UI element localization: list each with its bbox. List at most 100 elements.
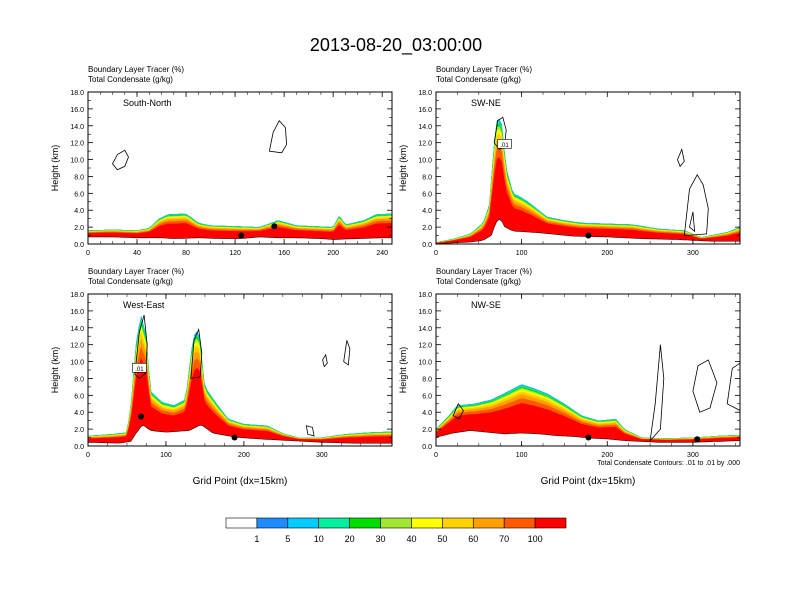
panel-legend-line: Total Condensate (g/kg) <box>436 75 521 84</box>
y-axis-label: Height (km) <box>50 347 60 394</box>
y-tick-label: 8.0 <box>422 174 432 181</box>
colorbar-swatch <box>287 517 320 529</box>
panels: 0.0 2.0 4.0 6.0 8.0 10.0 12.0 14.0 16.0 18.0 0 40 80… <box>50 65 741 487</box>
colorbar-swatch <box>534 517 567 529</box>
y-tick-label: 10.0 <box>70 158 84 165</box>
tracer-band-8 <box>88 213 392 231</box>
panel-1: .01 0.0 2.0 4.0 6.0 8.0 10.0 12.0 14.0 16.0 18.0 0 1… <box>398 65 741 257</box>
condensate-contour <box>683 173 709 237</box>
colorbar-label: 1 <box>254 534 259 544</box>
y-tick-label: 14.0 <box>418 326 432 333</box>
colorbar-swatch <box>503 517 536 529</box>
condensate-contour <box>268 120 288 154</box>
tracer-band-0 <box>436 118 740 244</box>
y-tick-label: 4.0 <box>74 410 84 417</box>
panel-title: South-North <box>123 98 172 108</box>
y-tick-label: 12.0 <box>418 141 432 148</box>
y-tick-label: 16.0 <box>418 309 432 316</box>
y-tick-label: 18.0 <box>418 292 432 299</box>
panel-legend-line: Total Condensate (g/kg) <box>436 277 521 286</box>
location-marker <box>585 232 592 239</box>
x-tick-label: 120 <box>229 250 241 257</box>
panel-frame <box>435 91 741 245</box>
terrain-fill <box>88 237 392 244</box>
x-tick-label: 0 <box>86 452 90 459</box>
panel-frame <box>87 91 393 245</box>
panel-title: NW-SE <box>471 300 501 310</box>
x-tick-label: 0 <box>86 250 90 257</box>
y-tick-label: 12.0 <box>418 343 432 350</box>
panel-2: .01 0.0 2.0 4.0 6.0 8.0 10.0 12.0 14.0 16.0 18.0 0 1… <box>50 267 393 487</box>
condensate-contour <box>190 328 203 379</box>
y-axis-label: Height (km) <box>50 145 60 192</box>
tracer-band-9 <box>88 213 392 231</box>
colorbar-label: 40 <box>406 534 416 544</box>
location-marker <box>238 232 245 239</box>
y-tick-label: 0.0 <box>422 242 432 249</box>
condensate-contour <box>726 362 740 411</box>
y-tick-label: 0.0 <box>74 242 84 249</box>
plot-area <box>436 116 740 244</box>
y-tick-label: 16.0 <box>418 107 432 114</box>
location-marker <box>585 434 592 441</box>
x-tick-label: 160 <box>278 250 290 257</box>
panel-title: West-East <box>123 300 165 310</box>
y-tick-label: 10.0 <box>70 360 84 367</box>
x-tick-label: 80 <box>182 250 190 257</box>
y-tick-label: 14.0 <box>418 124 432 131</box>
contour-label: .01 <box>135 367 144 373</box>
y-tick-label: 4.0 <box>422 208 432 215</box>
location-marker <box>138 413 145 420</box>
panel-0: 0.0 2.0 4.0 6.0 8.0 10.0 12.0 14.0 16.0 18.0 0 40 80… <box>50 65 393 257</box>
x-tick-label: 200 <box>238 452 250 459</box>
colorbar-label: 50 <box>437 534 447 544</box>
terrain-fill <box>88 425 392 446</box>
contour-label: .01 <box>500 143 509 149</box>
condensate-contour <box>134 314 148 379</box>
condensate-contour <box>677 148 685 168</box>
y-tick-label: 18.0 <box>70 90 84 97</box>
y-tick-label: 6.0 <box>422 191 432 198</box>
panel-legend-line: Total Condensate (g/kg) <box>88 75 173 84</box>
condensate-contour <box>493 116 507 150</box>
colorbar-swatch <box>225 517 258 529</box>
y-tick-label: 18.0 <box>70 292 84 299</box>
condensate-contour <box>692 359 718 413</box>
colorbar: 1 5 10 20 30 40 50 60 70 100 <box>225 517 567 544</box>
location-marker <box>231 434 238 441</box>
plot-area <box>88 314 392 446</box>
panel-legend-line: Boundary Layer Tracer (%) <box>88 267 184 276</box>
y-tick-label: 8.0 <box>74 376 84 383</box>
condensate-contour <box>112 149 129 171</box>
contour-label-box <box>132 363 147 373</box>
x-tick-label: 200 <box>601 250 613 257</box>
y-tick-label: 0.0 <box>422 444 432 451</box>
condensate-contour <box>322 353 328 368</box>
x-tick-label: 100 <box>516 452 528 459</box>
panel-legend-line: Total Condensate (g/kg) <box>88 277 173 286</box>
contour-footnote: Total Condensate Contours: .01 to .01 by… <box>597 460 740 467</box>
y-tick-label: 14.0 <box>70 326 84 333</box>
y-tick-label: 0.0 <box>74 444 84 451</box>
y-tick-label: 8.0 <box>422 376 432 383</box>
panel-3: 0.0 2.0 4.0 6.0 8.0 10.0 12.0 14.0 16.0 18.0 0 100 2… <box>398 267 741 487</box>
panel-legend-line: Boundary Layer Tracer (%) <box>436 65 532 74</box>
colorbar-swatch <box>318 517 350 529</box>
y-tick-label: 10.0 <box>418 360 432 367</box>
x-tick-label: 200 <box>601 452 613 459</box>
y-tick-label: 2.0 <box>74 427 84 434</box>
x-tick-label: 100 <box>160 452 172 459</box>
y-tick-label: 2.0 <box>422 427 432 434</box>
terrain-fill <box>436 219 740 244</box>
y-tick-label: 14.0 <box>70 124 84 131</box>
y-tick-label: 4.0 <box>422 410 432 417</box>
x-tick-label: 100 <box>516 250 528 257</box>
x-tick-label: 300 <box>687 452 699 459</box>
x-tick-label: 200 <box>327 250 339 257</box>
colorbar-swatch <box>380 517 412 529</box>
y-tick-label: 4.0 <box>74 208 84 215</box>
y-tick-label: 8.0 <box>74 174 84 181</box>
condensate-contour <box>689 211 696 233</box>
colorbar-label: 100 <box>528 534 543 544</box>
